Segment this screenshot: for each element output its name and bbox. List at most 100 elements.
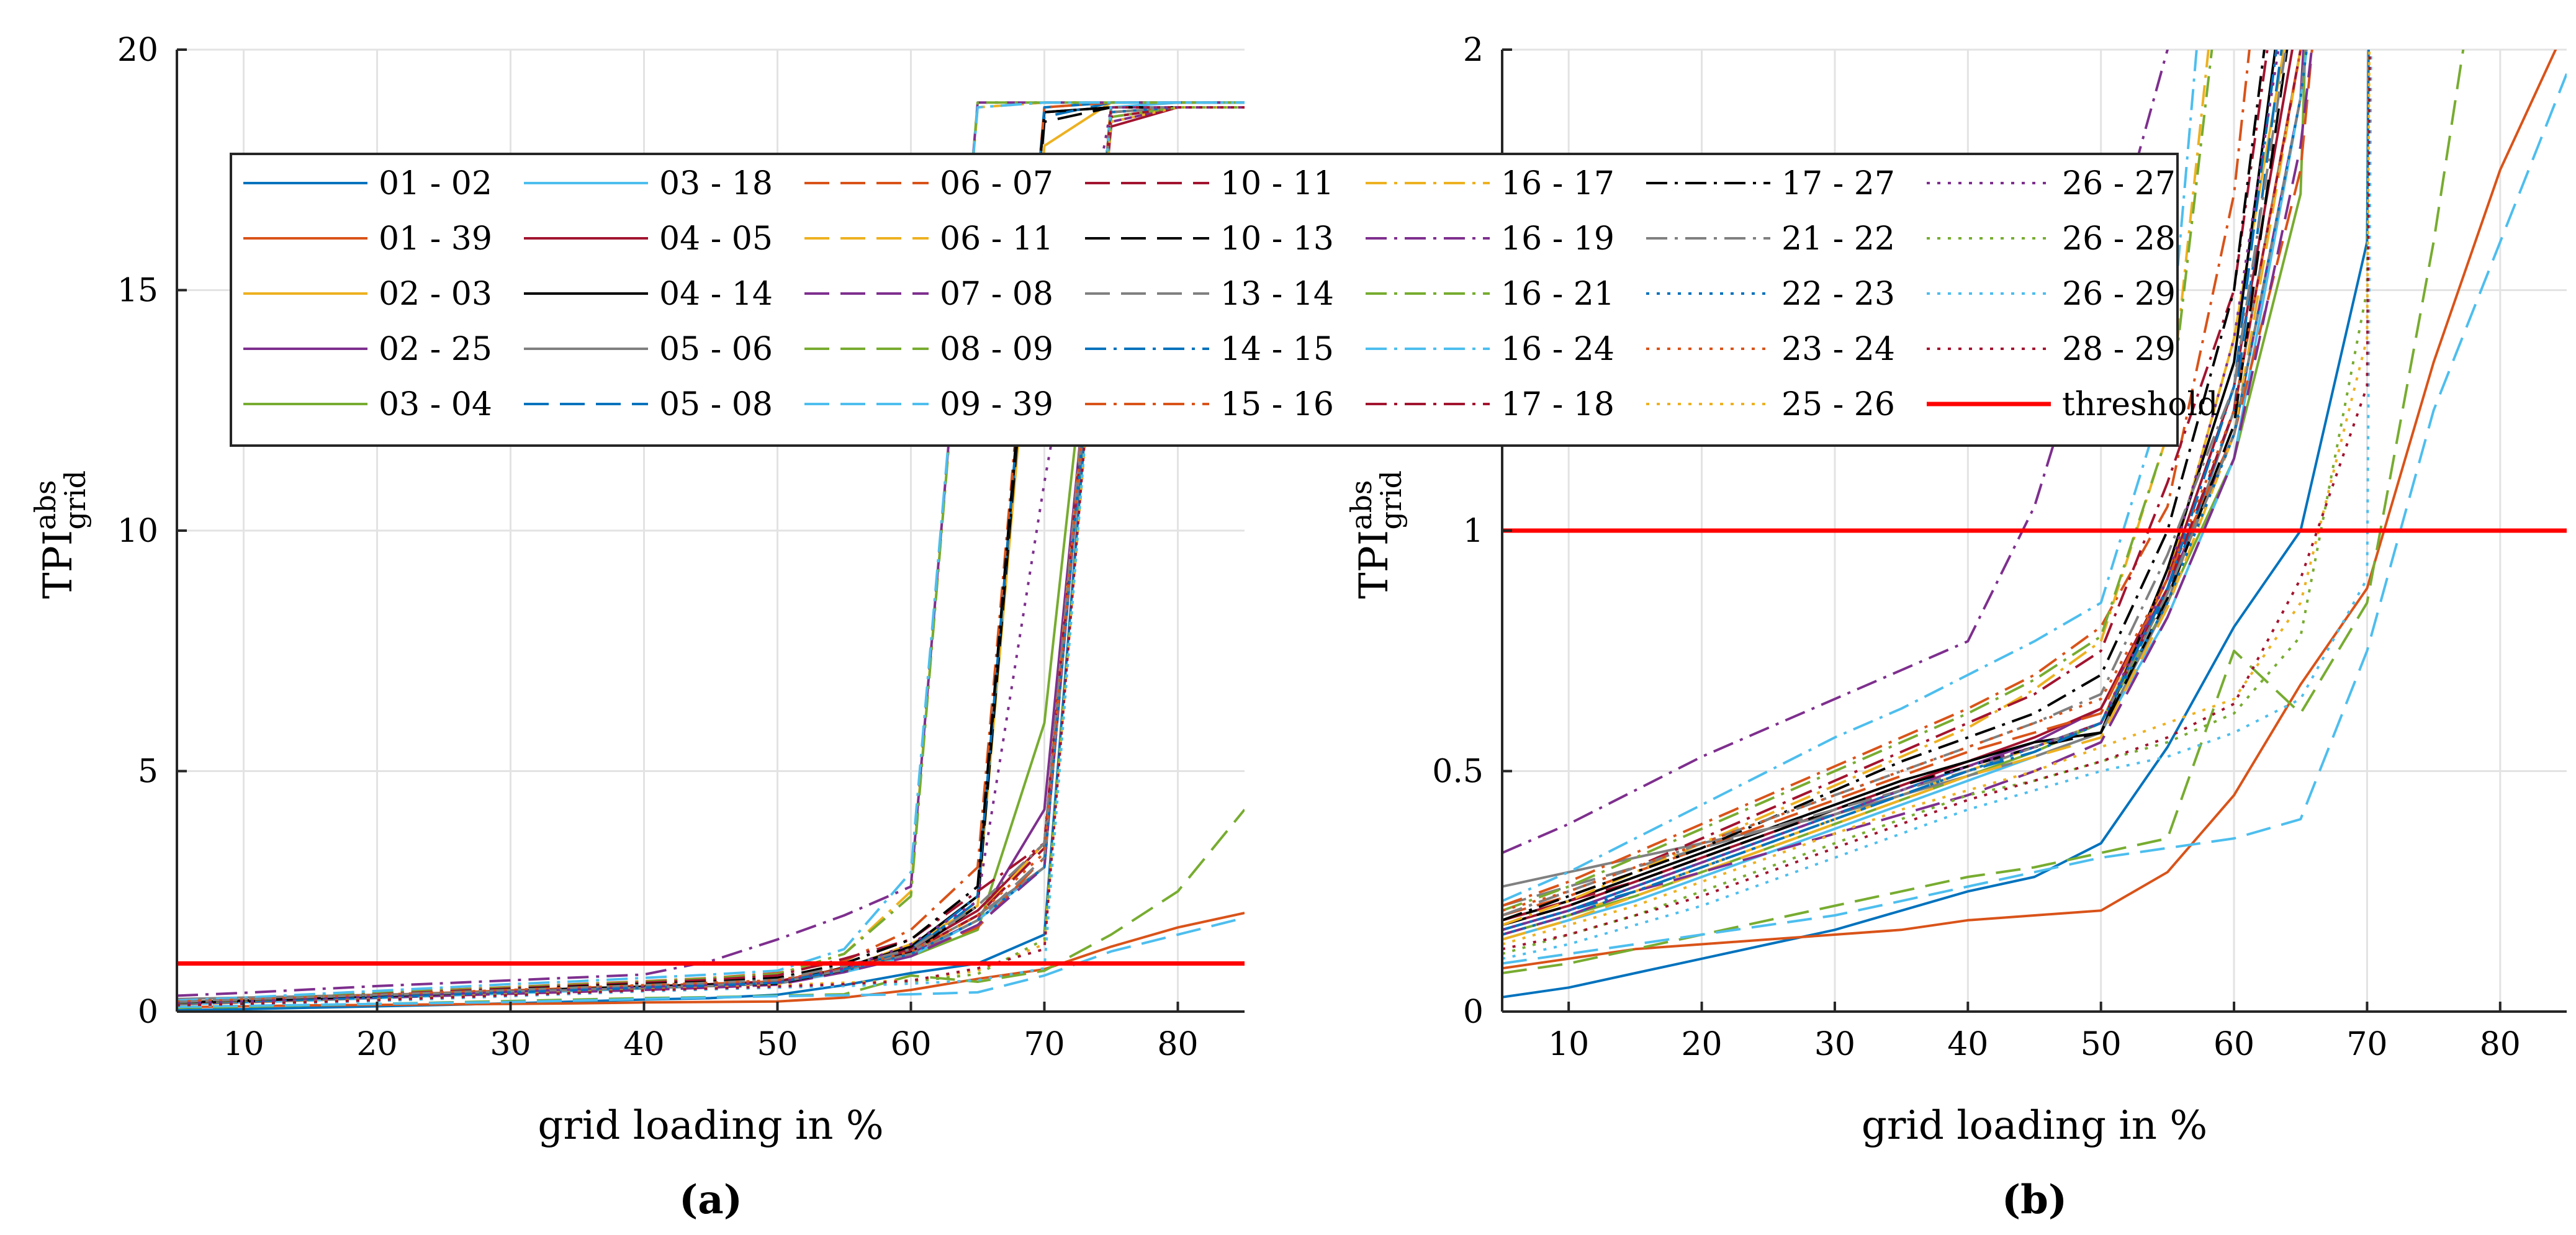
y-axis-label: TPIabsgrid	[29, 470, 92, 599]
legend-entry: 23 - 24	[1781, 331, 1895, 368]
legend-entry: threshold	[2062, 386, 2218, 423]
y-tick-label: 10	[117, 513, 158, 550]
x-tick-label: 60	[2213, 1026, 2254, 1063]
legend-entry: 26 - 28	[2062, 220, 2176, 258]
series-line-02-03	[1502, 50, 2286, 936]
legend-entry: 17 - 18	[1501, 386, 1615, 423]
series-line-14-15	[1502, 50, 2278, 932]
x-tick-label: 70	[2346, 1026, 2387, 1063]
series-line-02-25	[1502, 50, 2305, 932]
legend-entry: 10 - 13	[1220, 220, 1334, 258]
series-line-07-08	[1502, 50, 2313, 936]
legend-entry: 05 - 08	[659, 386, 773, 423]
series-line-16-19	[1502, 50, 2169, 855]
legend-entry: 25 - 26	[1781, 386, 1895, 423]
series-line-01-39	[1502, 50, 2557, 970]
series-line-16-21	[177, 101, 1245, 1003]
series-line-26-27	[1502, 50, 2280, 932]
series-line-15-16	[177, 101, 1245, 1002]
legend: 01 - 02 01 - 39 02 - 03 02 - 25 03 - 04 03 - …	[230, 153, 2218, 447]
series-line-26-29	[1502, 50, 2372, 960]
legend-entry: 21 - 22	[1781, 220, 1895, 258]
series-line-10-13	[177, 106, 1245, 1004]
series-line-10-13	[1502, 50, 2289, 927]
series-line-17-27	[1502, 50, 2266, 922]
series-line-06-07	[1502, 50, 2313, 917]
series-line-25-26	[1502, 50, 2371, 946]
y-tick-label: 5	[138, 753, 158, 791]
legend-entry: 26 - 29	[2062, 276, 2176, 313]
series-line-26-28	[1502, 50, 2371, 955]
series-line-10-11	[1502, 50, 2302, 922]
legend-entry: 28 - 29	[2062, 331, 2176, 368]
legend-entry: 02 - 03	[379, 276, 492, 313]
series-line-05-06	[177, 106, 1245, 1000]
legend-entry: 04 - 14	[659, 276, 773, 313]
series-line-17-18	[1502, 50, 2269, 917]
x-axis-label: grid loading in %	[1862, 1103, 2207, 1149]
legend-entry: 16 - 24	[1501, 331, 1615, 368]
x-tick-label: 30	[490, 1026, 531, 1063]
series-line-03-04	[1502, 50, 2307, 936]
series-line-05-08	[177, 101, 1245, 1005]
series-line-16-17	[1502, 50, 2210, 927]
series-line-09-39	[1502, 73, 2567, 965]
x-tick-label: 40	[1947, 1026, 1988, 1063]
legend-entry: 14 - 15	[1220, 331, 1334, 368]
x-tick-label: 80	[1157, 1026, 1198, 1063]
y-tick-label: 1	[1463, 513, 1484, 550]
x-axis-label: grid loading in %	[538, 1103, 883, 1149]
x-tick-label: 60	[890, 1026, 931, 1063]
legend-entry: 22 - 23	[1781, 276, 1895, 313]
legend-entry: 01 - 39	[379, 220, 492, 258]
x-tick-label: 10	[223, 1026, 264, 1063]
x-tick-label: 70	[1024, 1026, 1065, 1063]
legend-entry: 08 - 09	[940, 331, 1053, 368]
series-line-21-22	[1502, 50, 2287, 917]
legend-entry: 16 - 19	[1501, 220, 1615, 258]
legend-entry: 04 - 05	[659, 220, 773, 258]
x-tick-label: 40	[623, 1026, 664, 1063]
panel-label: (b)	[2002, 1177, 2067, 1223]
legend-entry: 17 - 27	[1781, 165, 1895, 202]
x-tick-label: 50	[2081, 1026, 2122, 1063]
legend-entry: 15 - 16	[1220, 386, 1334, 423]
legend-entry: 07 - 08	[940, 276, 1053, 313]
x-tick-label: 20	[1681, 1026, 1722, 1063]
series-line-28-29	[177, 106, 1245, 1007]
legend-entry: 13 - 14	[1220, 276, 1334, 313]
series-line-28-29	[1502, 50, 2371, 951]
x-tick-label: 30	[1814, 1026, 1855, 1063]
y-tick-label: 0	[138, 994, 158, 1031]
legend-entry: 06 - 11	[940, 220, 1053, 258]
y-tick-label: 2	[1463, 32, 1484, 69]
x-tick-label: 10	[1548, 1026, 1589, 1063]
y-tick-label: 20	[117, 32, 158, 69]
series-line-16-24	[1502, 50, 2198, 902]
legend-entry: 01 - 02	[379, 165, 492, 202]
legend-entry: 03 - 18	[659, 165, 773, 202]
series-line-06-11	[1502, 50, 2302, 941]
series-group	[177, 101, 1245, 1012]
series-line-22-23	[1502, 50, 2308, 936]
series-line-04-05	[1502, 50, 2294, 927]
series-line-01-02	[1502, 50, 2370, 999]
series-line-04-14	[177, 106, 1245, 1004]
series-group	[1502, 50, 2567, 999]
y-tick-label: 0.5	[1432, 753, 1484, 791]
legend-entry: 05 - 06	[659, 331, 773, 368]
legend-entry: 09 - 39	[940, 386, 1053, 423]
y-tick-label: 15	[117, 272, 158, 310]
x-tick-label: 50	[757, 1026, 798, 1063]
legend-entry: 10 - 11	[1220, 165, 1334, 202]
x-tick-label: 20	[356, 1026, 397, 1063]
legend-entry: 16 - 17	[1501, 165, 1615, 202]
series-line-08-09	[1502, 50, 2465, 974]
series-line-03-18	[1502, 50, 2308, 941]
x-tick-label: 80	[2480, 1026, 2521, 1063]
series-line-13-14	[1502, 50, 2307, 907]
series-line-05-08	[1502, 50, 2283, 932]
legend-entry: 06 - 07	[940, 165, 1053, 202]
